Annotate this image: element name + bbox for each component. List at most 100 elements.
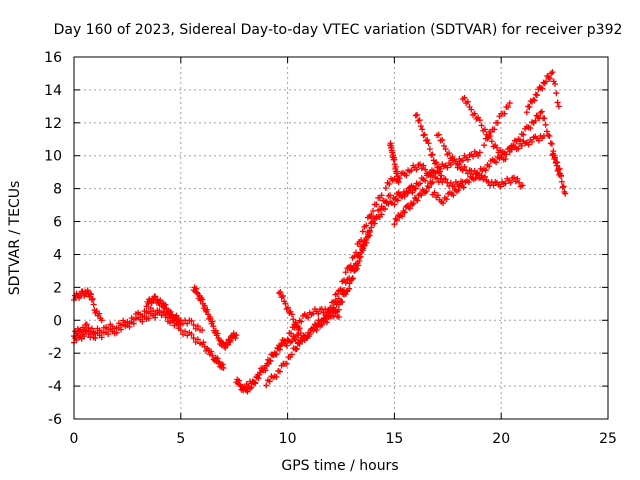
data-point: [516, 179, 523, 186]
data-point: [416, 117, 423, 124]
data-point: [117, 326, 124, 333]
data-point: [478, 172, 485, 179]
data-point: [177, 327, 184, 334]
data-point: [493, 144, 500, 151]
data-point: [194, 336, 201, 343]
data-point: [530, 96, 537, 103]
y-tick-label: -6: [48, 412, 62, 428]
data-point: [98, 334, 105, 341]
data-point: [541, 115, 548, 122]
data-point: [507, 179, 514, 186]
data-point: [279, 292, 286, 299]
data-point: [392, 215, 399, 222]
y-tick-label: 12: [44, 116, 62, 132]
data-point: [209, 352, 216, 359]
data-point: [282, 300, 289, 307]
data-point: [471, 167, 478, 174]
data-point: [98, 317, 105, 324]
data-point: [176, 321, 183, 328]
data-point: [368, 211, 375, 218]
data-point: [310, 326, 317, 333]
data-point: [335, 306, 342, 313]
data-point: [220, 364, 227, 371]
data-point: [199, 296, 206, 303]
data-point: [473, 171, 480, 178]
x-axis-label: GPS time / hours: [281, 458, 398, 474]
data-point: [263, 382, 270, 389]
data-point: [88, 331, 95, 338]
data-point: [288, 330, 295, 337]
data-point: [420, 162, 427, 169]
data-point: [414, 111, 421, 118]
data-point: [476, 117, 483, 124]
data-point: [90, 301, 97, 308]
data-point: [277, 342, 284, 349]
data-point: [233, 332, 240, 339]
data-point: [460, 184, 467, 191]
data-point: [426, 146, 433, 153]
series-track-j: [293, 184, 419, 353]
data-point: [510, 143, 517, 150]
data-point: [383, 198, 390, 205]
series-track-l: [327, 192, 385, 313]
data-point: [431, 189, 438, 196]
data-point: [152, 293, 159, 300]
data-point: [182, 328, 189, 335]
data-point: [386, 181, 393, 188]
data-point: [303, 335, 310, 342]
data-point: [184, 320, 191, 327]
data-point: [255, 375, 262, 382]
data-point: [478, 122, 485, 129]
data-point: [368, 219, 375, 226]
series-track-x: [549, 150, 569, 197]
data-point: [96, 310, 103, 317]
y-tick-label: -4: [48, 379, 62, 395]
data-point: [518, 142, 525, 149]
data-point: [346, 275, 353, 282]
data-point: [506, 100, 513, 107]
data-point: [545, 74, 552, 81]
data-point: [471, 110, 478, 117]
x-tick-label: 5: [176, 431, 185, 447]
y-tick-label: 6: [53, 215, 62, 231]
data-point: [371, 220, 378, 227]
x-tick-label: 20: [492, 431, 510, 447]
data-point: [538, 108, 545, 115]
data-point: [226, 337, 233, 344]
data-point: [442, 146, 449, 153]
data-point: [447, 161, 454, 168]
y-tick-label: 14: [44, 83, 62, 99]
data-point: [419, 126, 426, 133]
data-point: [468, 106, 475, 113]
data-point: [245, 383, 252, 390]
data-point: [293, 346, 300, 353]
data-point: [194, 323, 201, 330]
data-point: [310, 310, 317, 317]
data-point: [451, 183, 458, 190]
data-point: [283, 360, 290, 367]
data-point: [465, 179, 472, 186]
plot-frame: [73, 56, 609, 420]
data-point: [391, 201, 398, 208]
data-point: [429, 179, 436, 186]
data-point: [523, 109, 530, 116]
data-point: [277, 288, 284, 295]
data-point: [424, 183, 431, 190]
data-point: [190, 321, 197, 328]
data-point: [514, 175, 521, 182]
data-point: [562, 190, 569, 197]
data-point: [83, 327, 90, 334]
data-point: [555, 166, 562, 173]
data-point: [290, 316, 297, 323]
data-point: [540, 132, 547, 139]
data-point: [422, 166, 429, 173]
data-point: [488, 138, 495, 145]
series-track-g: [241, 306, 342, 392]
data-point: [382, 184, 389, 191]
data-point: [152, 314, 159, 321]
data-point: [399, 213, 406, 220]
data-point: [440, 142, 447, 149]
data-point: [511, 174, 518, 181]
data-point: [426, 184, 433, 191]
data-point: [417, 161, 424, 168]
